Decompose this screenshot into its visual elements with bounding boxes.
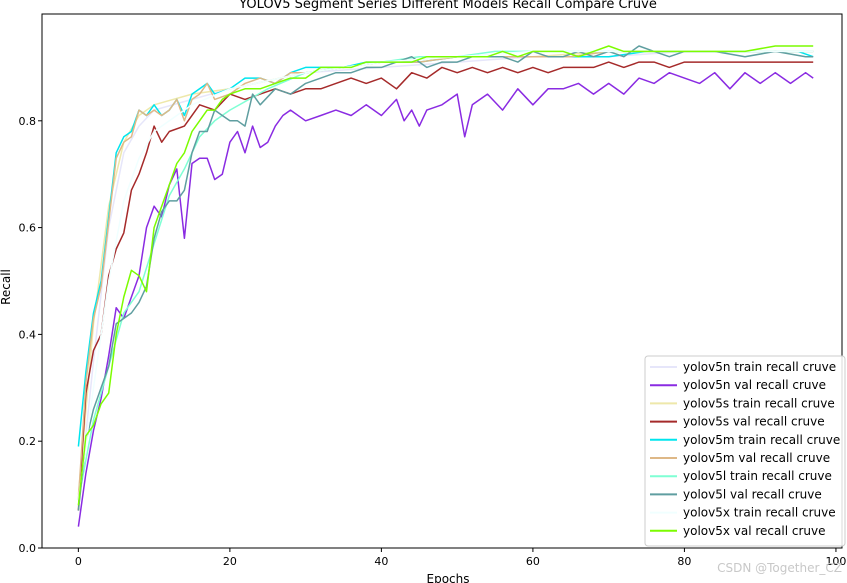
plot-area (77, 45, 814, 527)
chart-title: YOLOV5 Segment Series Different Models R… (238, 0, 657, 12)
y-tick-label: 0.6 (19, 222, 37, 235)
series-line-4 (77, 50, 814, 447)
series-line-1 (77, 71, 814, 527)
plot-border (41, 13, 843, 549)
watermark-text: CSDN @Together_CZ (717, 561, 842, 575)
y-axis-ticks: 0.0 0.2 0.4 0.6 0.8 (19, 115, 42, 555)
y-tick-label: 0.0 (19, 542, 37, 555)
legend-label: yolov5s train recall cruve (683, 396, 835, 410)
legend-label: yolov5s val recall cruve (683, 415, 825, 429)
legend-label: yolov5n val recall cruve (683, 378, 826, 392)
x-tick-label: 40 (374, 555, 388, 568)
x-tick-label: 60 (526, 555, 540, 568)
y-axis-title: Recall (0, 269, 13, 305)
legend-label: yolov5m val recall cruve (683, 451, 830, 465)
x-axis-title: Epochs (427, 572, 470, 583)
legend-label: yolov5l train recall cruve (683, 469, 832, 483)
x-tick-label: 100 (825, 555, 846, 568)
y-tick-label: 0.2 (19, 435, 37, 448)
legend-label: yolov5x train recall cruve (683, 506, 836, 520)
legend-box (644, 355, 846, 547)
legend-label: yolov5x val recall cruve (683, 524, 825, 538)
series-line-3 (77, 61, 814, 511)
legend-label: yolov5l val recall cruve (683, 487, 822, 501)
series-line-9 (77, 45, 814, 506)
legend-label: yolov5n train recall cruve (683, 360, 836, 374)
axes-frame (41, 13, 843, 549)
legend: yolov5n train recall cruve yolov5n val re… (644, 355, 846, 547)
x-tick-label: 80 (677, 555, 691, 568)
y-tick-label: 0.8 (19, 115, 37, 128)
x-tick-label: 20 (223, 555, 237, 568)
x-tick-label: 0 (75, 555, 82, 568)
x-axis-ticks: 0 20 40 60 80 100 (75, 548, 846, 568)
y-tick-label: 0.4 (19, 328, 37, 341)
legend-label: yolov5m train recall cruve (683, 433, 840, 447)
